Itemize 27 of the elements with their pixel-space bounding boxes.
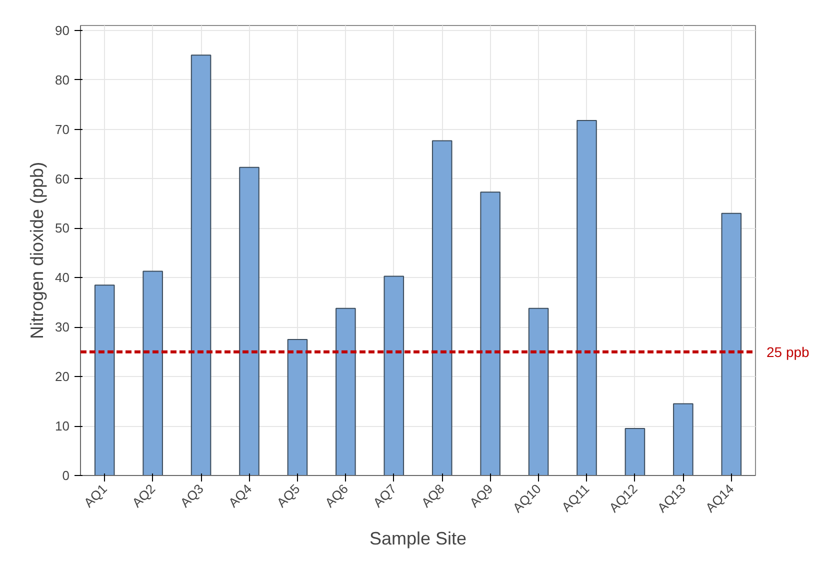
y-axis-title: Nitrogen dioxide (ppb): [27, 162, 48, 340]
bar: [287, 339, 308, 476]
bar: [673, 403, 694, 476]
y-tick-label: 90: [55, 22, 70, 38]
y-tick-label: 60: [55, 171, 70, 186]
bar: [239, 166, 260, 476]
bar: [721, 212, 742, 476]
ref-line-label: 25 ppb: [766, 344, 810, 360]
bar: [480, 192, 500, 476]
y-tick-label: 20: [55, 369, 70, 384]
y-tick-label: 80: [55, 72, 70, 88]
bar: [94, 284, 115, 476]
bar: [432, 140, 452, 476]
y-tick-label: 70: [55, 122, 70, 137]
x-axis-title: Sample Site: [369, 528, 467, 549]
bar: [336, 308, 356, 476]
y-tick-label: 0: [62, 468, 70, 483]
y-tick-label: 50: [55, 220, 70, 236]
y-tick-label: 40: [55, 270, 70, 286]
bar: [190, 54, 212, 476]
bar: [384, 276, 404, 476]
bar: [624, 428, 646, 476]
y-tick-label: 10: [55, 418, 70, 434]
bar: [576, 120, 597, 476]
y-tick-label: 30: [55, 320, 70, 335]
bar: [142, 270, 163, 476]
bar: [528, 308, 549, 476]
